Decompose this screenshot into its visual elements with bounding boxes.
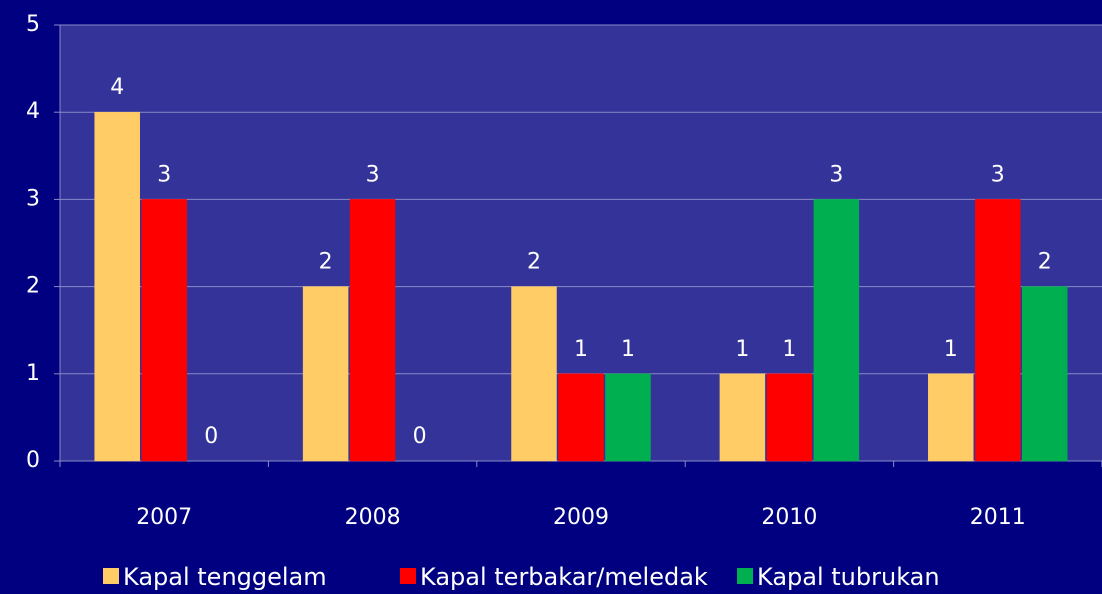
legend-text: Kapal tubrukan bbox=[757, 563, 940, 591]
y-tick-label: 5 bbox=[26, 12, 40, 37]
y-tick-label: 3 bbox=[26, 186, 40, 211]
data-label: 2 bbox=[527, 250, 541, 275]
bar bbox=[813, 199, 860, 462]
bar bbox=[719, 373, 766, 462]
bar bbox=[349, 199, 396, 462]
data-label: 3 bbox=[829, 162, 843, 187]
legend-text: Kapal tenggelam bbox=[123, 563, 327, 591]
data-label: 0 bbox=[413, 424, 427, 449]
legend-marker bbox=[400, 568, 416, 584]
data-label: 1 bbox=[574, 337, 588, 362]
bar bbox=[766, 373, 813, 462]
legend-text: Kapal terbakar/meledak bbox=[420, 563, 708, 591]
bar bbox=[94, 111, 140, 462]
bar bbox=[975, 199, 1021, 462]
bar bbox=[141, 199, 187, 462]
legend-marker bbox=[737, 568, 753, 584]
x-tick-label: 2008 bbox=[345, 505, 401, 530]
x-tick-label: 2007 bbox=[136, 505, 192, 530]
bar bbox=[605, 373, 651, 462]
data-label: 3 bbox=[366, 162, 380, 187]
y-tick-label: 4 bbox=[26, 99, 40, 124]
y-tick-label: 2 bbox=[26, 274, 40, 299]
legend-marker bbox=[103, 568, 119, 584]
data-label: 1 bbox=[735, 337, 749, 362]
x-tick-label: 2011 bbox=[970, 505, 1026, 530]
bar bbox=[558, 373, 604, 462]
bar bbox=[1022, 286, 1068, 462]
x-tick-label: 2010 bbox=[761, 505, 817, 530]
bar bbox=[511, 286, 557, 462]
data-label: 0 bbox=[204, 424, 218, 449]
data-label: 2 bbox=[319, 250, 333, 275]
data-label: 3 bbox=[157, 162, 171, 187]
bar bbox=[302, 286, 349, 462]
data-label: 4 bbox=[110, 75, 124, 100]
x-tick-label: 2009 bbox=[553, 505, 609, 530]
data-label: 1 bbox=[621, 337, 635, 362]
y-tick-label: 1 bbox=[26, 361, 40, 386]
data-label: 3 bbox=[991, 162, 1005, 187]
data-label: 1 bbox=[782, 337, 796, 362]
y-tick-label: 0 bbox=[26, 448, 40, 473]
data-label: 2 bbox=[1038, 250, 1052, 275]
data-label: 1 bbox=[944, 337, 958, 362]
bar bbox=[928, 373, 974, 462]
